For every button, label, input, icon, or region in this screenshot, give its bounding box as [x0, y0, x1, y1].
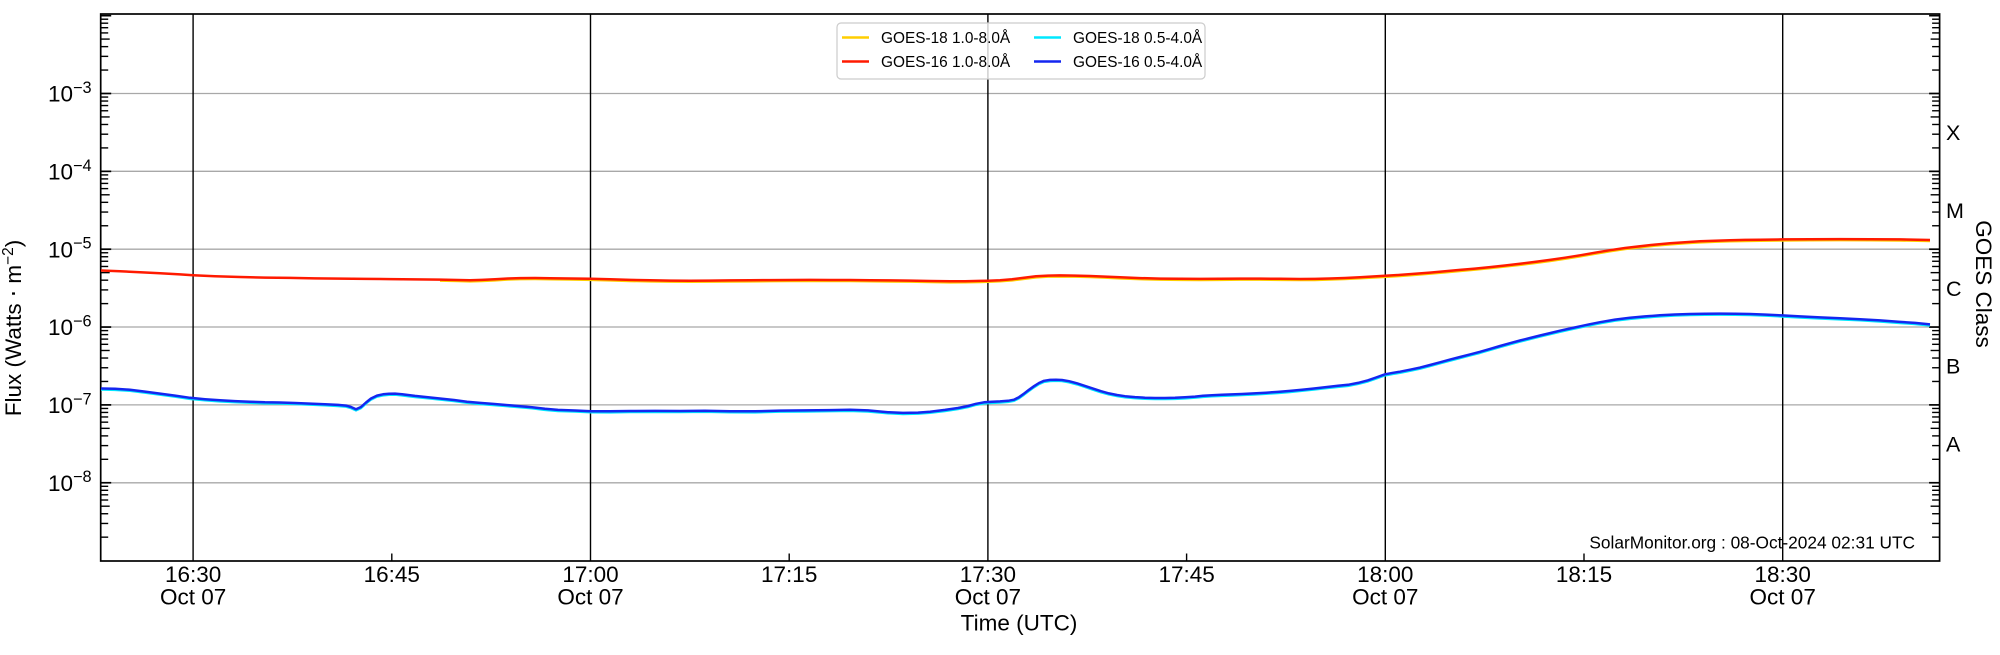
svg-text:−3: −3 — [73, 79, 92, 97]
svg-text:17:00: 17:00 — [562, 562, 618, 587]
svg-text:−4: −4 — [73, 157, 92, 175]
svg-text:GOES Class: GOES Class — [1971, 220, 1996, 348]
svg-text:17:45: 17:45 — [1158, 562, 1214, 587]
svg-text:16:45: 16:45 — [364, 562, 420, 587]
svg-text:Oct 07: Oct 07 — [557, 585, 623, 610]
svg-text:−8: −8 — [73, 468, 92, 486]
svg-text:C: C — [1946, 277, 1962, 301]
svg-text:−5: −5 — [73, 235, 92, 253]
svg-text:10: 10 — [48, 393, 73, 418]
svg-text:17:15: 17:15 — [761, 562, 817, 587]
svg-text:B: B — [1946, 355, 1960, 379]
svg-text:Oct 07: Oct 07 — [955, 585, 1021, 610]
svg-text:GOES-18 1.0-8.0Å: GOES-18 1.0-8.0Å — [881, 30, 1011, 47]
svg-text:10: 10 — [48, 160, 73, 185]
svg-text:Oct 07: Oct 07 — [1750, 585, 1816, 610]
svg-text:−6: −6 — [73, 313, 92, 331]
svg-text:10: 10 — [48, 237, 73, 262]
svg-text:10: 10 — [48, 82, 73, 107]
svg-text:10: 10 — [48, 471, 73, 496]
svg-text:Flux (Watts ⋅ m−2): Flux (Watts ⋅ m−2) — [0, 240, 26, 417]
svg-text:GOES-16 1.0-8.0Å: GOES-16 1.0-8.0Å — [881, 54, 1011, 71]
svg-text:18:00: 18:00 — [1357, 562, 1413, 587]
svg-text:−7: −7 — [73, 390, 92, 408]
svg-text:10: 10 — [48, 315, 73, 340]
svg-text:18:15: 18:15 — [1556, 562, 1612, 587]
svg-text:16:30: 16:30 — [165, 562, 221, 587]
svg-text:SolarMonitor.org : 08-Oct-2024: SolarMonitor.org : 08-Oct-2024 02:31 UTC — [1589, 533, 1915, 553]
svg-text:X: X — [1946, 121, 1960, 145]
svg-text:A: A — [1946, 433, 1961, 457]
svg-text:Oct 07: Oct 07 — [1352, 585, 1418, 610]
svg-text:GOES-16 0.5-4.0Å: GOES-16 0.5-4.0Å — [1073, 54, 1203, 71]
svg-text:17:30: 17:30 — [960, 562, 1016, 587]
svg-text:M: M — [1946, 199, 1964, 223]
svg-text:Time (UTC): Time (UTC) — [961, 611, 1078, 636]
svg-text:18:30: 18:30 — [1755, 562, 1811, 587]
svg-text:GOES-18 0.5-4.0Å: GOES-18 0.5-4.0Å — [1073, 30, 1203, 47]
svg-text:Oct 07: Oct 07 — [160, 585, 226, 610]
